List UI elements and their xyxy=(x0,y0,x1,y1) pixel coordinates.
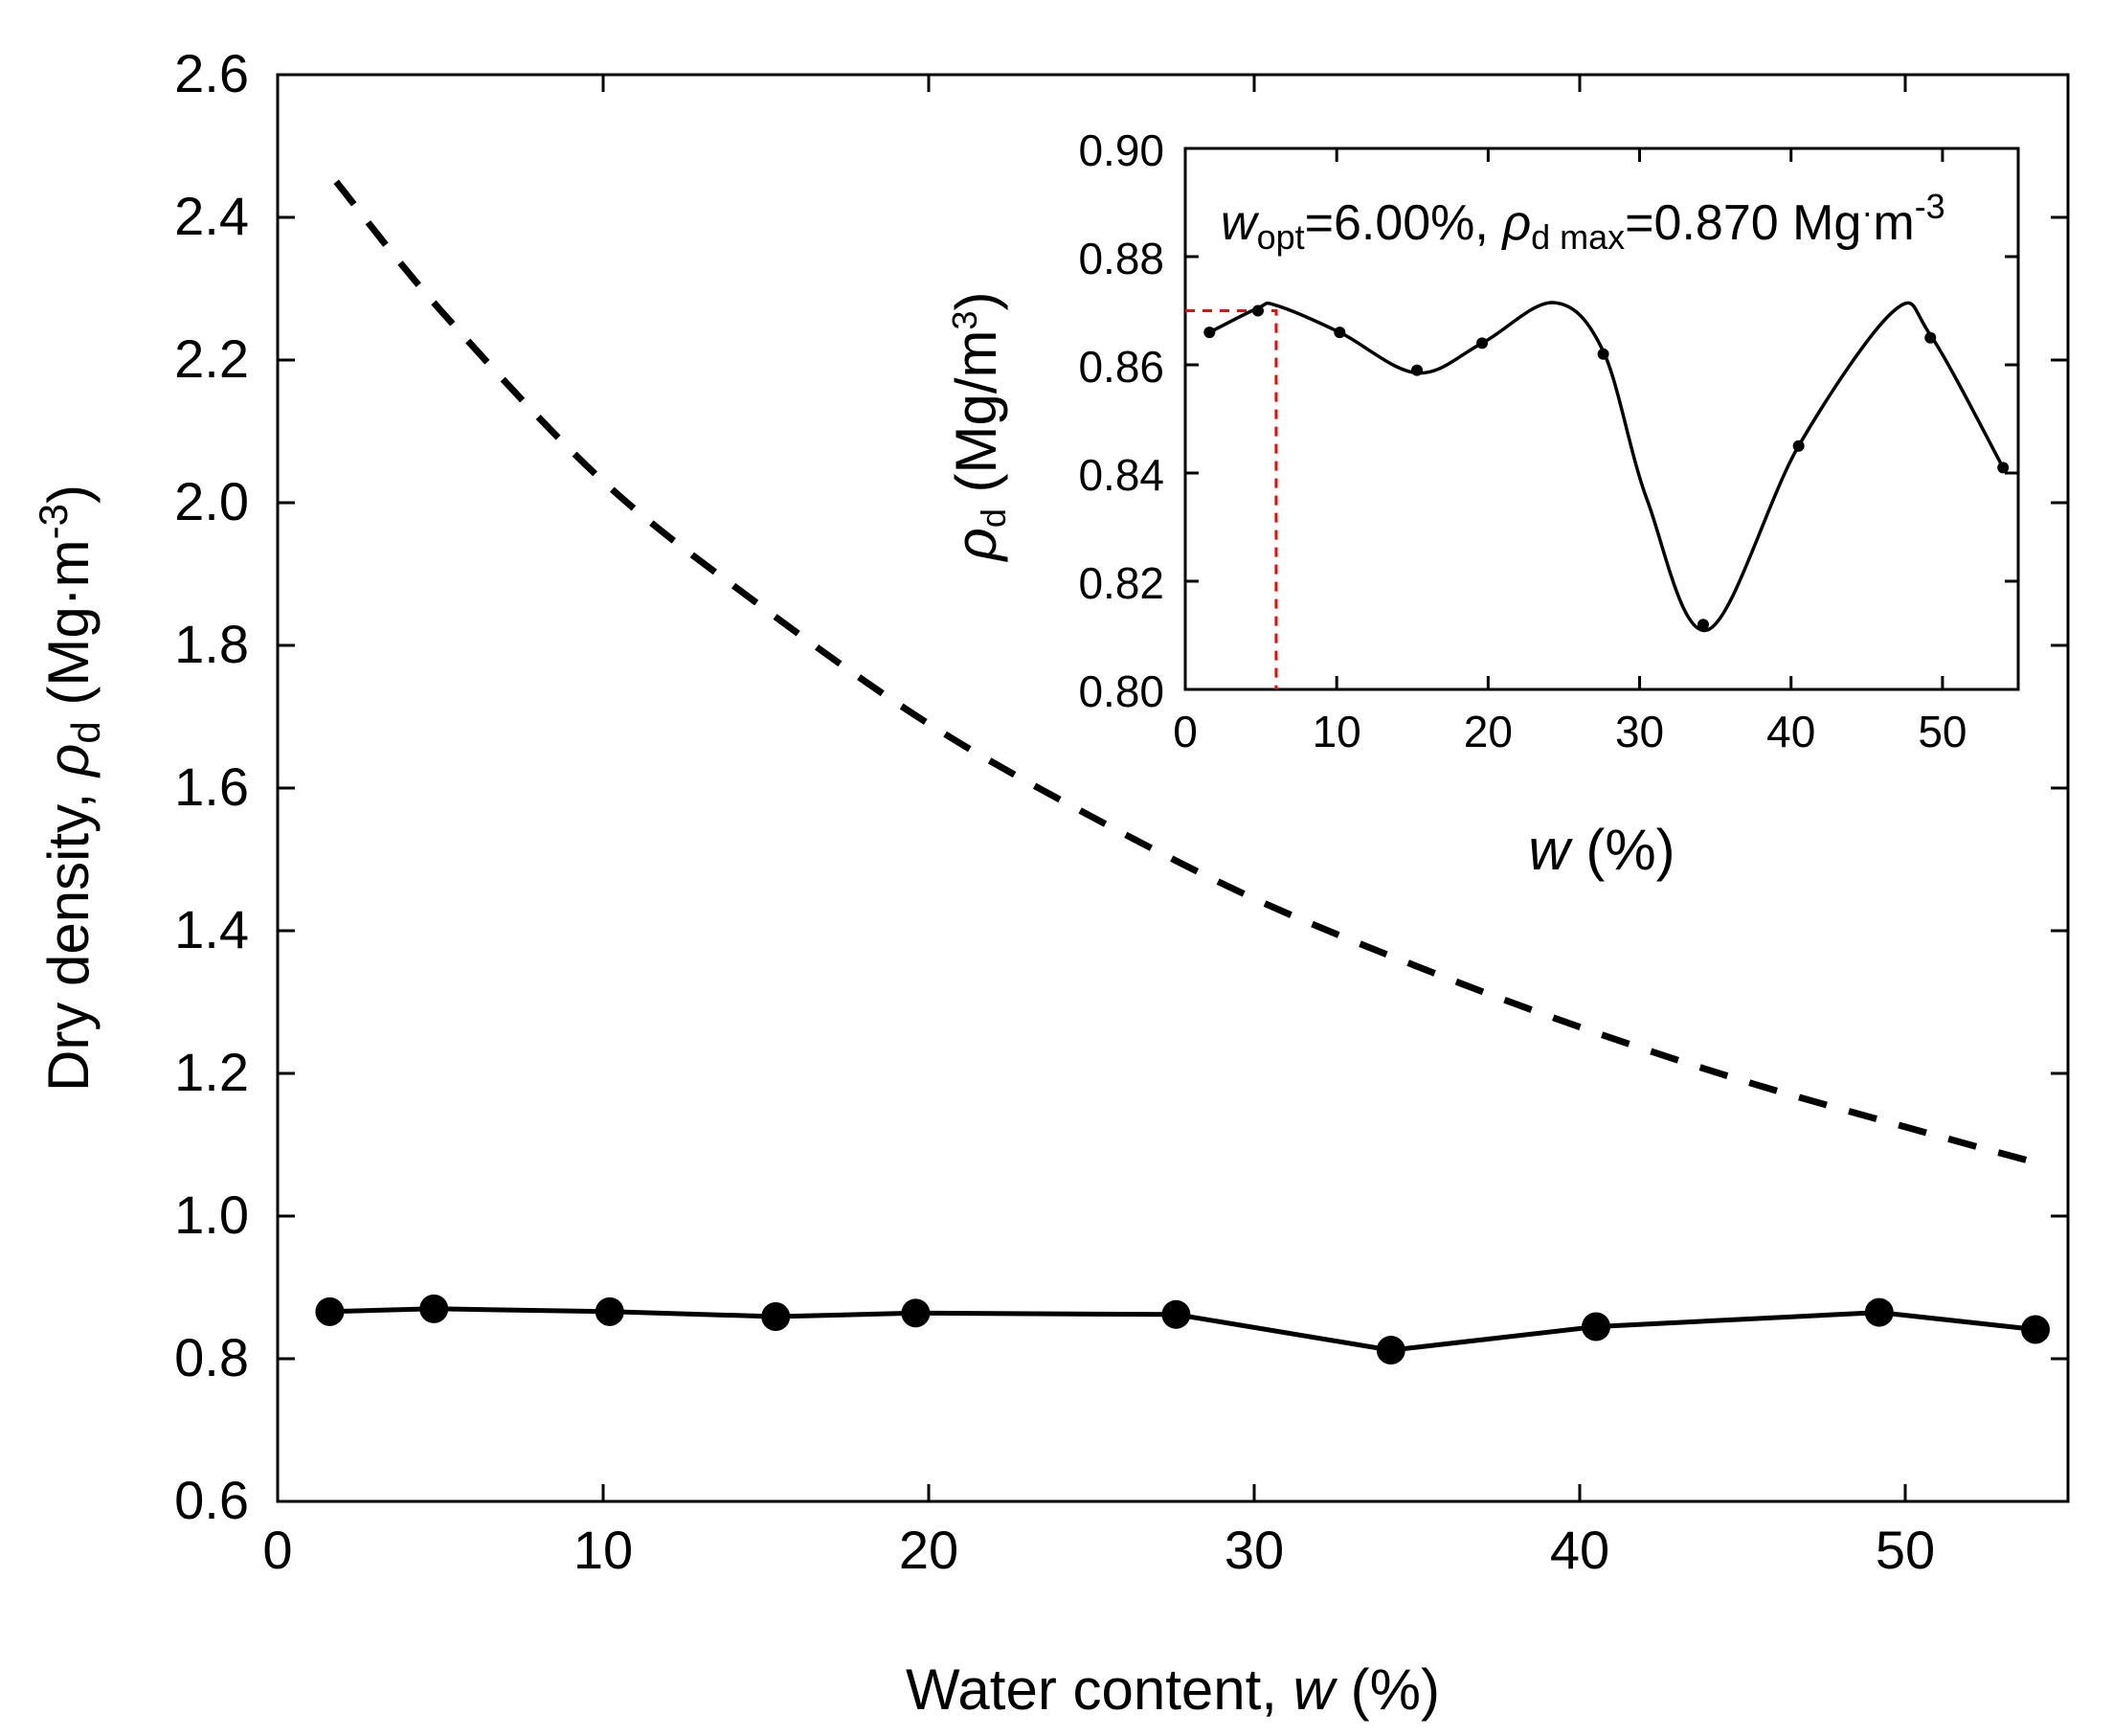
x-tick-label: 10 xyxy=(573,1520,633,1580)
y-tick-label: 0.8 xyxy=(174,1327,249,1387)
y-title-text: Dry density, xyxy=(36,777,101,1092)
inset-point xyxy=(1203,327,1216,339)
y-tick-label: 0.90 xyxy=(1078,125,1164,175)
measured-density-line xyxy=(329,1306,2036,1353)
inset-y-title-sub: d xyxy=(974,508,1013,528)
inset-y-title-var: ρ xyxy=(944,528,1008,562)
inset-point xyxy=(1251,304,1264,317)
measured-density-markers xyxy=(315,1294,2050,1365)
inset-y-axis-title: ρd (Mg/m3) xyxy=(944,291,1013,562)
fitted-curve xyxy=(1208,301,2005,633)
inset-axis-ticks xyxy=(1183,147,2018,691)
rho-max-value: =0.870 Mg xyxy=(1625,195,1861,251)
rho-max-sub: d max xyxy=(1531,217,1625,257)
y-tick-label: 2.6 xyxy=(174,43,249,103)
optimum-guide-lines xyxy=(1185,309,1278,689)
y-tick-label: 0.80 xyxy=(1078,666,1164,716)
x-tick-label: 20 xyxy=(1464,707,1513,756)
y-tick-label: 1.8 xyxy=(174,614,249,674)
inset-y-title-unit: (Mg/m xyxy=(944,329,1008,508)
inset-annotation: wopt=6.00%, ρd max=0.870 Mg·m-3 xyxy=(1221,187,1945,257)
inset-point xyxy=(1924,331,1937,344)
y-tick-label: 2.4 xyxy=(174,186,249,246)
measured-point xyxy=(1864,1297,1894,1327)
inset-plot: 0 10 20 30 40 500.800.820.840.860.880.90 wopt… xyxy=(944,125,2020,882)
inset-x-axis-title: w (%) xyxy=(1528,818,1675,882)
y-tick-label: 1.2 xyxy=(174,1042,249,1102)
y-tick-label: 0.6 xyxy=(174,1470,249,1530)
y-tick-label: 0.82 xyxy=(1078,558,1164,608)
inset-y-title-sup: 3 xyxy=(945,310,984,329)
inset-x-title-unit: (%) xyxy=(1570,818,1675,882)
saturation-line xyxy=(333,179,2036,1166)
inset-point xyxy=(1476,337,1489,349)
measured-point xyxy=(595,1296,624,1326)
measured-point xyxy=(1161,1299,1191,1329)
x-tick-label: 30 xyxy=(1225,1520,1284,1580)
y-title-sup: -3 xyxy=(31,504,76,539)
x-tick-label: 20 xyxy=(899,1520,958,1580)
measured-point xyxy=(901,1298,931,1328)
x-title-var: w xyxy=(1293,1657,1338,1722)
main-tick-labels: 0 10 20 30 40 500.60.81.01.21.41.61.82.02.22.… xyxy=(174,43,1935,1580)
inset-point xyxy=(1697,619,1709,631)
x-title-text: Water content, xyxy=(906,1657,1293,1722)
inset-point xyxy=(1997,462,2010,474)
x-tick-label: 10 xyxy=(1313,707,1361,756)
y-tick-label: 0.88 xyxy=(1078,234,1164,283)
x-tick-label: 40 xyxy=(1766,707,1815,756)
measured-point xyxy=(419,1294,449,1323)
y-tick-label: 2.0 xyxy=(174,471,249,531)
measured-point xyxy=(1376,1336,1405,1365)
inset-point xyxy=(1411,364,1424,376)
x-tick-label: 0 xyxy=(262,1520,292,1580)
x-tick-label: 40 xyxy=(1550,1520,1609,1580)
y-title-var: ρ xyxy=(36,744,101,778)
inset-background xyxy=(1185,148,2018,689)
y-title-unit: (Mg·m xyxy=(36,539,101,721)
y-tick-label: 1.4 xyxy=(174,899,249,959)
main-plot: 0 10 20 30 40 500.60.81.01.21.41.61.82.02.22.… xyxy=(31,43,2070,1722)
main-axis-ticks xyxy=(276,73,2068,1503)
x-tick-label: 0 xyxy=(1173,707,1198,756)
inset-x-title-var: w xyxy=(1528,818,1573,882)
y-tick-label: 1.6 xyxy=(174,756,249,817)
inset-tick-labels: 0 10 20 30 40 50 0.80 0.82 0.84 0.86 0.88 0.90 xyxy=(1078,125,1967,756)
w-opt-sub: opt xyxy=(1257,217,1305,257)
inset-point xyxy=(1597,348,1609,360)
x-title-unit: (%) xyxy=(1335,1657,1440,1722)
w-opt-var: w xyxy=(1221,195,1260,251)
x-tick-label: 50 xyxy=(1918,707,1967,756)
inset-point xyxy=(1792,440,1805,452)
measured-point xyxy=(761,1302,791,1332)
y-tick-label: 1.0 xyxy=(174,1184,249,1245)
y-tick-label: 0.86 xyxy=(1078,342,1164,392)
main-y-axis-title: Dry density, ρd (Mg·m-3) xyxy=(31,485,108,1092)
main-x-axis-title: Water content, w (%) xyxy=(906,1657,1440,1722)
rho-max-sup: -3 xyxy=(1915,187,1945,226)
inset-point xyxy=(1334,327,1346,339)
x-tick-label: 50 xyxy=(1876,1520,1935,1580)
y-tick-label: 0.84 xyxy=(1078,450,1164,500)
y-tick-label: 2.2 xyxy=(174,328,249,389)
inset-plot-frame xyxy=(1183,147,2020,691)
rho-max-var: ρ xyxy=(1500,195,1531,251)
measured-point xyxy=(315,1296,345,1326)
inset-y-title-close: ) xyxy=(944,291,1008,310)
x-tick-label: 30 xyxy=(1615,707,1664,756)
y-title-sub: d xyxy=(63,721,108,743)
w-opt-value: =6.00%, xyxy=(1305,195,1503,251)
measured-point xyxy=(1582,1312,1610,1341)
measured-point xyxy=(2021,1315,2050,1344)
rho-max-unit: m xyxy=(1873,195,1914,251)
rho-max-dot: · xyxy=(1861,192,1873,232)
y-title-close: ) xyxy=(36,485,101,504)
inset-data-markers xyxy=(1203,304,2010,631)
